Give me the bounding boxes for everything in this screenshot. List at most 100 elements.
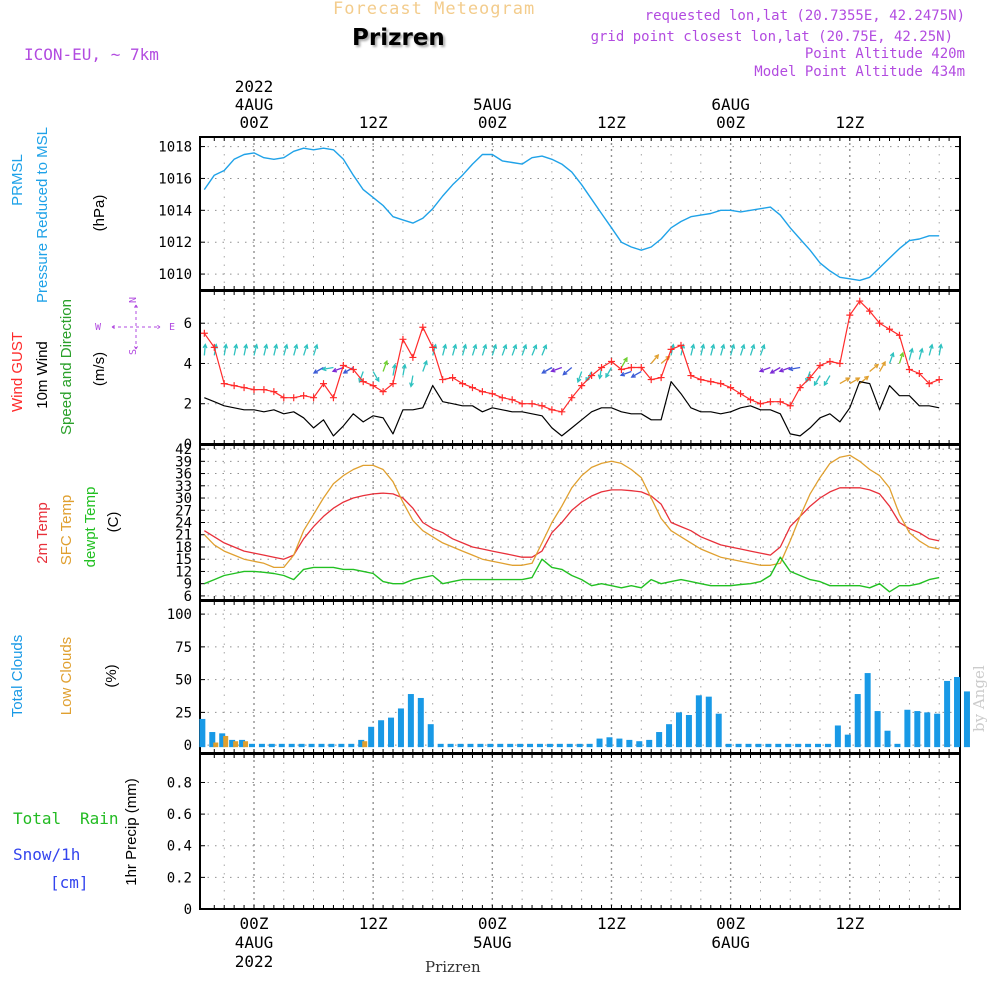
- gust-marker: [419, 323, 427, 331]
- gust-marker: [250, 386, 258, 394]
- arrow-shaft: [521, 344, 527, 356]
- gust-marker: [846, 311, 854, 319]
- total-cloud-bar: [695, 695, 702, 748]
- wind-direction-arrow: [481, 343, 488, 356]
- total-cloud-bar: [239, 739, 246, 748]
- total-cloud-bar: [437, 743, 444, 748]
- arrow-head: [532, 343, 538, 350]
- low-cloud-bar: [362, 741, 368, 748]
- total-cloud-bar: [278, 743, 285, 748]
- wind-direction-arrow: [233, 343, 239, 356]
- total-cloud-bar: [556, 743, 563, 748]
- arrow-head: [233, 343, 239, 349]
- arrow-head: [492, 343, 498, 350]
- total-cloud-bar: [397, 708, 404, 748]
- wind-direction-arrow: [918, 347, 924, 360]
- gust-marker: [290, 394, 298, 402]
- arrow-shaft: [690, 344, 695, 356]
- total-cloud-bar: [775, 743, 782, 748]
- wind-direction-arrow: [223, 343, 229, 356]
- arrow-head: [864, 375, 870, 381]
- arrow-shaft: [779, 366, 791, 372]
- arrow-shaft: [551, 366, 563, 372]
- gust-marker: [359, 378, 367, 386]
- arrow-shaft: [620, 370, 632, 376]
- gust-marker: [389, 380, 397, 388]
- y-tick-label: 1012: [158, 235, 192, 251]
- arrow-head: [787, 366, 794, 372]
- total-cloud-bar: [507, 743, 514, 748]
- wind-direction-arrow: [888, 351, 895, 364]
- gust-marker: [478, 388, 486, 396]
- total-cloud-bar: [705, 696, 712, 748]
- arrow-head: [720, 343, 726, 349]
- total-cloud-bar: [616, 738, 623, 748]
- arrow-shaft: [759, 366, 771, 372]
- arrow-shaft: [372, 371, 380, 382]
- total-cloud-bar: [338, 743, 345, 748]
- arrow-head: [374, 377, 380, 383]
- y-tick-label: 1010: [158, 267, 192, 283]
- total-cloud-bar: [209, 732, 216, 748]
- y-tick-label: 50: [175, 673, 192, 689]
- total-cloud-bar: [805, 743, 812, 748]
- wind-unit: (m/s): [91, 352, 108, 386]
- total-cloud-bar: [368, 726, 375, 748]
- gust-marker: [607, 357, 615, 365]
- wind-direction-arrow: [461, 343, 468, 356]
- wind-direction-arrow: [521, 343, 528, 356]
- arrow-shaft: [605, 367, 613, 378]
- y-tick-label: 9: [184, 577, 192, 593]
- arrow-shaft: [620, 357, 628, 368]
- rain-label-total: Total: [13, 809, 61, 828]
- arrow-shaft: [770, 366, 781, 374]
- arrow-shaft: [720, 344, 725, 356]
- total-cloud-bar: [963, 691, 970, 748]
- arrow-shaft: [710, 344, 715, 356]
- arrow-shaft: [542, 366, 553, 374]
- compass-west: W: [95, 322, 102, 333]
- gust-marker: [886, 325, 894, 333]
- total-cloud-bar: [229, 739, 236, 748]
- total-cloud-bar: [477, 743, 484, 748]
- grid-point-lonlat: grid point closest lon,lat (20.75E, 42.2…: [590, 29, 953, 45]
- gust-marker: [270, 388, 278, 396]
- y-tick-label: 42: [175, 442, 192, 458]
- total-cloud-bar: [914, 711, 921, 748]
- bottom-time-label: 00Z: [240, 914, 269, 933]
- total-cloud-bar: [586, 743, 593, 748]
- wind-direction-arrow: [908, 347, 914, 360]
- bottom-time-label: 12Z: [597, 914, 626, 933]
- arrow-shaft: [541, 344, 547, 356]
- bottom-date-label: 6AUG: [711, 933, 750, 952]
- y-tick-label: 0: [184, 738, 192, 754]
- wind-direction-arrow: [321, 366, 334, 372]
- total-clouds-label: Total Clouds: [9, 635, 26, 718]
- gust-marker: [508, 396, 516, 404]
- wind-direction-arrow: [849, 377, 861, 385]
- top-time-label: 00Z: [240, 113, 269, 132]
- total-cloud-bar: [596, 738, 603, 748]
- arrow-shaft: [839, 377, 850, 385]
- wind-direction-arrow: [630, 370, 642, 378]
- total-cloud-bar: [527, 743, 534, 748]
- arrow-shaft: [938, 344, 942, 356]
- arrow-shaft: [382, 360, 388, 372]
- total-cloud-bar: [854, 694, 861, 748]
- total-cloud-bar: [268, 743, 275, 748]
- arrow-shaft: [332, 366, 344, 372]
- model-altitude: Model Point Altitude 434m: [754, 64, 965, 80]
- total-cloud-bar: [258, 743, 265, 748]
- total-cloud-bar: [725, 743, 732, 748]
- gust-marker: [429, 343, 437, 351]
- arrow-head: [383, 359, 389, 366]
- gust-marker: [637, 364, 645, 371]
- arrow-head: [778, 367, 784, 373]
- wind-direction-arrow: [283, 343, 289, 356]
- total-cloud-bar: [834, 725, 841, 748]
- gust-marker: [588, 372, 596, 380]
- model-label: ICON-EU, ~ 7km: [24, 45, 159, 64]
- gust-marker: [459, 380, 467, 388]
- wind-direction-arrow: [401, 363, 407, 376]
